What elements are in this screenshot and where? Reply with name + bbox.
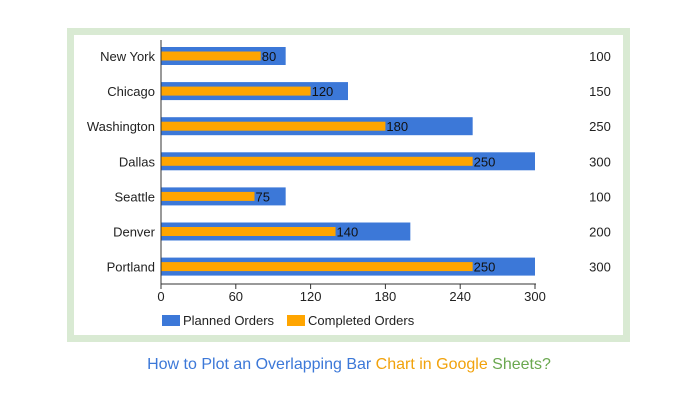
x-tick-label: 300 xyxy=(524,289,546,304)
right-label-denver: 200 xyxy=(589,225,611,240)
category-label-new-york: New York xyxy=(100,49,155,64)
completed-value-label-dallas: 250 xyxy=(474,154,496,169)
category-label-portland: Portland xyxy=(107,260,155,275)
right-label-new-york: 100 xyxy=(589,49,611,64)
legend: Planned Orders Completed Orders xyxy=(162,313,415,328)
right-label-seattle: 100 xyxy=(589,189,611,204)
category-label-washington: Washington xyxy=(87,119,155,134)
completed-bar-new-york xyxy=(161,51,261,61)
x-tick-label: 240 xyxy=(449,289,471,304)
x-tick-label: 180 xyxy=(375,289,397,304)
x-axis: 0 60 120 180 240 300 xyxy=(157,40,546,304)
completed-value-label-washington: 180 xyxy=(386,119,408,134)
category-label-denver: Denver xyxy=(113,225,156,240)
caption-part-1: How to Plot an Overlapping Bar xyxy=(147,356,372,373)
legend-swatch-1 xyxy=(162,315,180,326)
completed-bar-chicago xyxy=(161,86,311,96)
legend-label-2: Completed Orders xyxy=(308,313,415,328)
x-tick-label: 0 xyxy=(157,289,164,304)
completed-bar-washington xyxy=(161,121,386,131)
category-label-seattle: Seattle xyxy=(115,189,155,204)
completed-value-label-chicago: 120 xyxy=(312,84,334,99)
right-label-washington: 250 xyxy=(589,119,611,134)
completed-bar-dallas xyxy=(161,156,473,166)
x-tick-label: 120 xyxy=(300,289,322,304)
completed-value-label-denver: 140 xyxy=(337,225,359,240)
completed-bar-denver xyxy=(161,227,336,236)
completed-value-label-new-york: 80 xyxy=(262,49,276,64)
x-tick-label: 60 xyxy=(229,289,243,304)
right-value-labels: 100 150 250 300 100 200 300 xyxy=(589,49,611,275)
legend-swatch-2 xyxy=(287,315,305,326)
category-labels: New York Chicago Washington Dallas Seattle De… xyxy=(87,49,156,275)
completed-bar-seattle xyxy=(161,191,255,201)
bars-layer: 80 120 180 250 75 140 250 xyxy=(161,47,535,276)
completed-value-label-portland: 250 xyxy=(474,260,496,275)
right-label-portland: 300 xyxy=(589,260,611,275)
chart-caption: How to Plot an Overlapping Bar Chart in … xyxy=(0,355,698,375)
right-label-chicago: 150 xyxy=(589,84,611,99)
category-label-chicago: Chicago xyxy=(107,84,155,99)
right-label-dallas: 300 xyxy=(589,154,611,169)
completed-value-label-seattle: 75 xyxy=(256,189,270,204)
caption-part-2: Chart in Google xyxy=(371,356,488,373)
category-label-dallas: Dallas xyxy=(119,154,156,169)
legend-label-1: Planned Orders xyxy=(183,313,275,328)
caption-part-3: Sheets? xyxy=(487,356,551,373)
completed-bar-portland xyxy=(161,262,473,272)
